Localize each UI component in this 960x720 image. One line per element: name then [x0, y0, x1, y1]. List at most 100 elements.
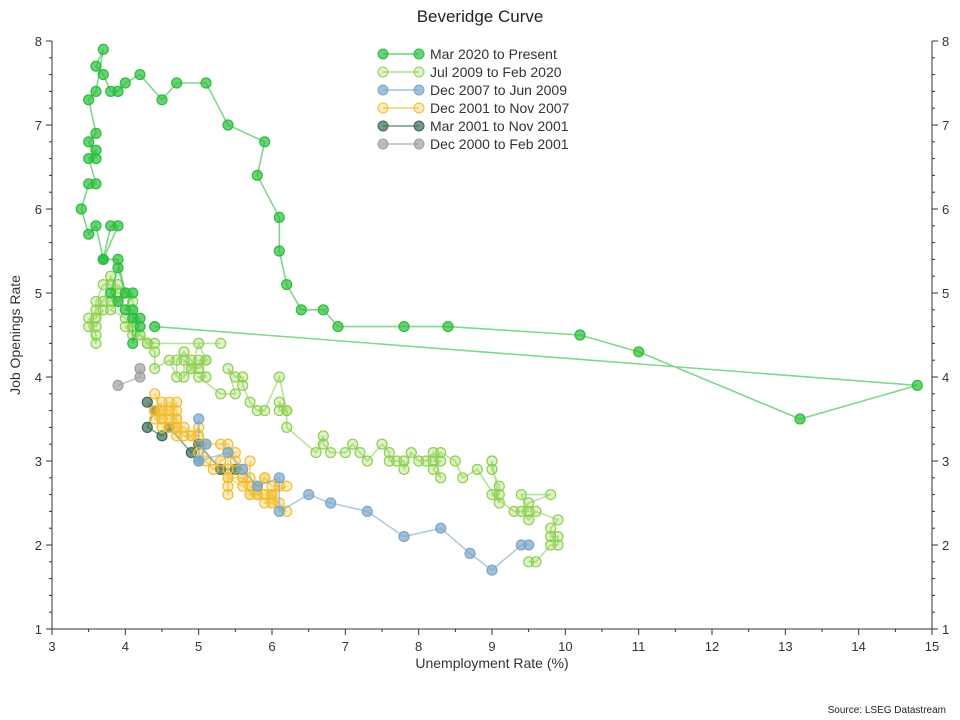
- data-point: [90, 304, 102, 316]
- data-point: [90, 60, 102, 72]
- data-point: [449, 455, 461, 467]
- x-tick-label: 14: [851, 639, 865, 654]
- data-point: [185, 430, 197, 442]
- data-point: [149, 388, 161, 400]
- legend-marker: [413, 66, 425, 78]
- data-point: [141, 421, 153, 433]
- data-point: [149, 346, 161, 358]
- legend-marker: [377, 102, 389, 114]
- data-point: [200, 77, 212, 89]
- y-tick-label-right: 8: [942, 34, 949, 49]
- data-point: [325, 497, 337, 509]
- data-point: [90, 85, 102, 98]
- data-point: [215, 388, 227, 400]
- data-point: [112, 262, 124, 274]
- data-point: [376, 438, 388, 450]
- data-point: [361, 505, 373, 517]
- x-tick-label: 6: [268, 639, 275, 654]
- data-point: [222, 463, 234, 475]
- data-point: [354, 447, 366, 459]
- data-point: [156, 396, 168, 408]
- data-point: [347, 438, 359, 450]
- data-point: [97, 68, 109, 81]
- x-axis-label: Unemployment Rate (%): [415, 655, 568, 671]
- data-point: [222, 363, 234, 375]
- x-tick-label: 10: [558, 639, 572, 654]
- data-point: [105, 85, 117, 98]
- data-point: [97, 43, 109, 56]
- x-tick-label: 8: [415, 639, 422, 654]
- data-point: [127, 337, 139, 349]
- x-tick-label: 12: [705, 639, 719, 654]
- legend-marker: [413, 48, 425, 60]
- data-point: [83, 153, 95, 165]
- data-point: [83, 321, 95, 333]
- series-group: [193, 413, 535, 576]
- legend-marker: [377, 84, 389, 96]
- legend-label: Dec 2007 to Jun 2009: [430, 82, 567, 98]
- y-tick-label-right: 4: [942, 370, 949, 385]
- data-point: [163, 354, 175, 366]
- data-point: [251, 169, 263, 181]
- data-point: [112, 379, 124, 391]
- data-point: [90, 220, 102, 232]
- legend-item: Dec 2007 to Jun 2009: [377, 82, 567, 98]
- data-point: [222, 119, 234, 131]
- series-group: [112, 363, 146, 391]
- data-point: [215, 337, 227, 349]
- data-point: [207, 463, 219, 475]
- data-point: [339, 447, 351, 459]
- y-tick-label-right: 1: [942, 622, 949, 637]
- data-point: [523, 514, 535, 526]
- y-axis-label: Job Openings Rate: [7, 275, 23, 395]
- data-point: [149, 321, 161, 333]
- data-point: [237, 480, 249, 492]
- data-point: [273, 396, 285, 408]
- legend-marker: [413, 84, 425, 96]
- data-point: [178, 346, 190, 358]
- data-point: [471, 463, 483, 475]
- data-point: [171, 371, 183, 383]
- y-tick-label-left: 4: [35, 370, 42, 385]
- data-point: [251, 480, 263, 492]
- data-point: [171, 396, 183, 408]
- data-point: [545, 530, 557, 543]
- series-group: [149, 388, 293, 517]
- data-point: [493, 480, 505, 492]
- x-tick-label: 11: [632, 639, 646, 654]
- legend-label: Jul 2009 to Feb 2020: [430, 64, 562, 80]
- x-tick-label: 7: [342, 639, 349, 654]
- data-point: [185, 354, 197, 366]
- data-point: [486, 455, 498, 467]
- data-point: [251, 405, 263, 417]
- legend-marker: [377, 138, 389, 150]
- data-point: [200, 354, 212, 366]
- data-point: [237, 379, 249, 391]
- legend-item: Dec 2000 to Feb 2001: [377, 136, 569, 152]
- legend-label: Dec 2000 to Feb 2001: [430, 136, 569, 152]
- data-point: [105, 287, 117, 299]
- ticks: 3 4 5 6 7 8 9 10 11 12 13 14 151 12 23 34 45 56 67 78 8: [35, 34, 949, 654]
- data-point: [156, 94, 168, 106]
- data-point: [171, 413, 183, 425]
- data-point: [273, 472, 285, 484]
- data-point: [222, 480, 234, 492]
- data-point: [222, 489, 234, 501]
- data-point: [383, 447, 395, 459]
- data-point: [413, 455, 425, 467]
- data-point: [141, 396, 153, 408]
- data-point: [464, 547, 476, 560]
- data-point: [156, 413, 168, 425]
- data-point: [361, 455, 373, 467]
- data-point: [281, 279, 293, 291]
- data-point: [317, 304, 329, 316]
- y-tick-label-right: 5: [942, 286, 949, 301]
- data-point: [97, 279, 109, 291]
- data-point: [97, 253, 109, 265]
- y-tick-label-right: 6: [942, 202, 949, 217]
- x-tick-label: 15: [925, 639, 939, 654]
- data-point: [405, 447, 417, 459]
- data-point: [574, 329, 586, 341]
- data-point: [633, 346, 645, 358]
- legend-marker: [377, 66, 389, 78]
